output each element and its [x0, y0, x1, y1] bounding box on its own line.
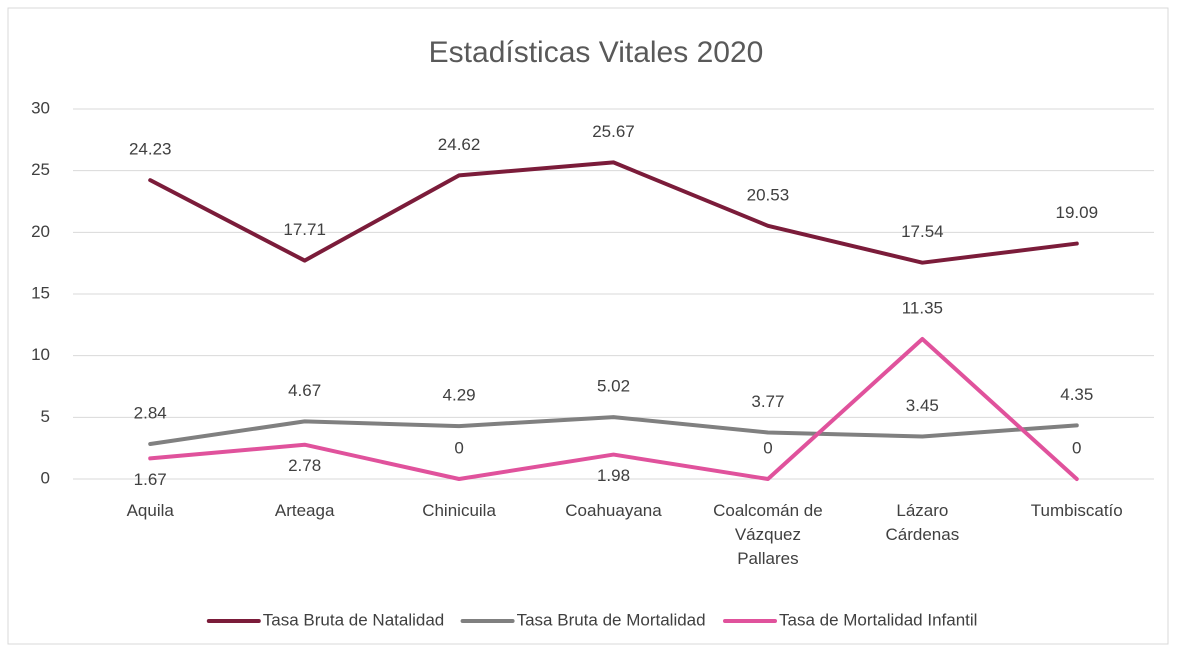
x-tick-label: Tumbiscatío — [1030, 501, 1123, 520]
data-label: 24.23 — [129, 140, 172, 159]
chart-title: Estadísticas Vitales 2020 — [429, 36, 764, 69]
legend-label: Tasa Bruta de Mortalidad — [517, 610, 706, 629]
data-label: 2.78 — [288, 456, 321, 475]
data-label: 4.35 — [1060, 385, 1093, 404]
data-label: 3.77 — [751, 392, 784, 411]
x-tick-label: Lázaro Cárdenas — [885, 501, 960, 544]
data-label: 17.71 — [283, 220, 326, 239]
data-label: 3.45 — [906, 396, 939, 415]
data-label: 0 — [1072, 438, 1081, 457]
x-tick-label: Arteaga — [274, 501, 335, 520]
y-tick-label: 20 — [31, 222, 50, 241]
data-label: 24.62 — [438, 135, 481, 154]
y-tick-label: 15 — [31, 283, 50, 302]
x-tick-label: Coahuayana — [565, 501, 662, 520]
data-label: 11.35 — [902, 299, 943, 318]
data-label: 0 — [454, 438, 463, 457]
data-label: 1.98 — [597, 466, 630, 485]
data-label: 4.67 — [288, 381, 321, 400]
data-label: 1.67 — [134, 470, 167, 489]
series-line — [148, 337, 1079, 481]
y-tick-label: 10 — [31, 345, 50, 364]
y-tick-label: 5 — [41, 407, 50, 426]
data-label: 25.67 — [592, 122, 635, 141]
x-tick-label: Aquila — [126, 501, 174, 520]
x-tick-label: Chinicuila — [422, 501, 496, 520]
data-label: 0 — [763, 438, 772, 457]
series-line — [148, 415, 1079, 446]
legend-label: Tasa Bruta de Natalidad — [263, 610, 444, 629]
data-label: 4.29 — [443, 386, 476, 405]
x-tick-label: Coalcomán de Vázquez Pallares — [713, 501, 823, 568]
data-label: 5.02 — [597, 377, 630, 396]
legend-label: Tasa de Mortalidad Infantil — [779, 610, 977, 629]
series-line — [148, 160, 1079, 265]
y-tick-label: 0 — [41, 468, 50, 487]
y-tick-label: 25 — [31, 160, 50, 179]
data-label: 20.53 — [747, 185, 790, 204]
y-tick-label: 30 — [31, 98, 50, 117]
chart-border — [7, 7, 1169, 645]
data-label: 2.84 — [134, 403, 167, 422]
data-label: 19.09 — [1056, 203, 1099, 222]
data-label: 17.54 — [901, 222, 944, 241]
